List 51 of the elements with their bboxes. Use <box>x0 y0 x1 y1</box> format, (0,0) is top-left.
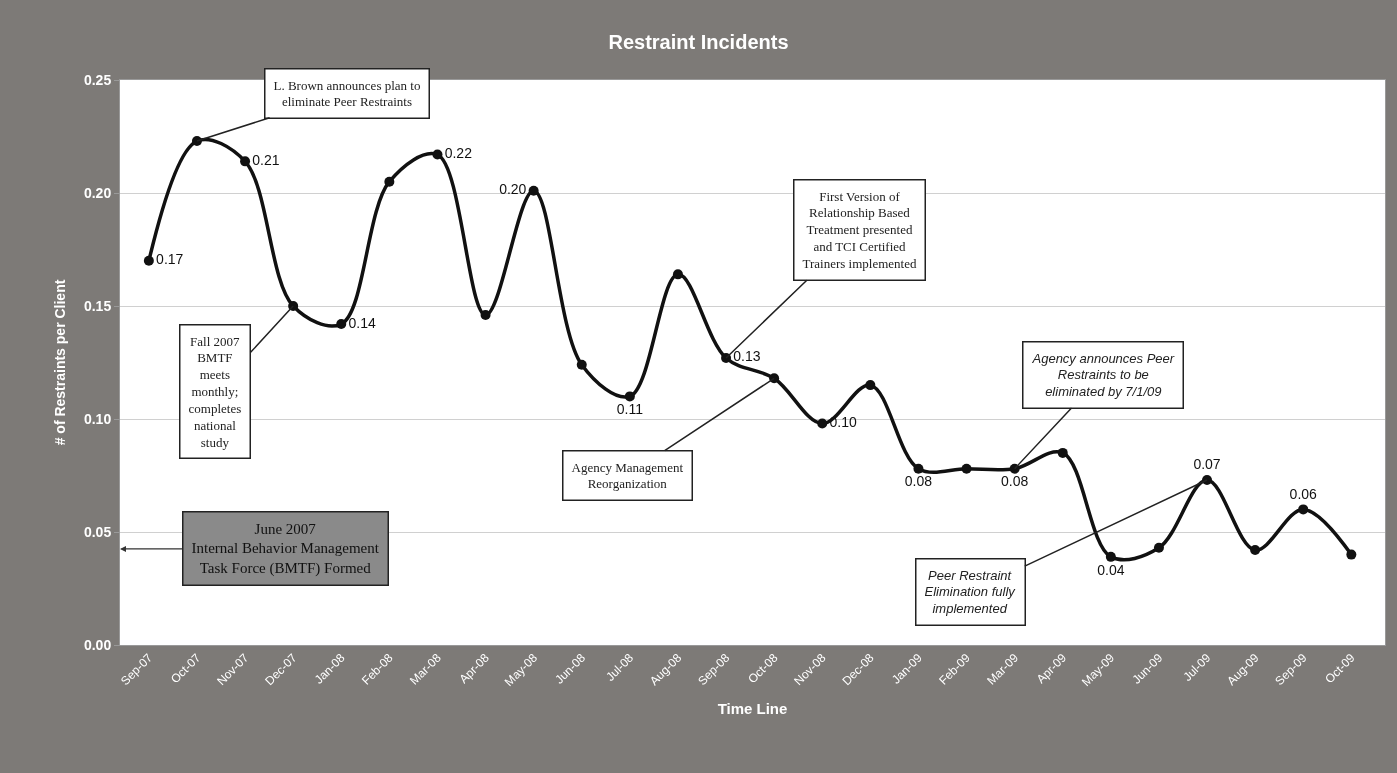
point <box>721 352 732 363</box>
annotation: Agency announces Peer Restraints to be eliminated by 7/1/09 <box>1031 350 1175 400</box>
point <box>1105 551 1116 562</box>
point <box>143 255 154 266</box>
point <box>432 149 443 160</box>
point <box>1250 545 1261 556</box>
y-axis-title: # of Restraints per Client <box>51 279 68 446</box>
point <box>240 156 251 167</box>
point <box>336 319 347 330</box>
annotation: Fall 2007 BMTF meets monthly; completes national study <box>188 333 242 450</box>
point <box>961 463 972 474</box>
point <box>913 463 924 474</box>
data-label: 0.17 <box>156 251 184 268</box>
y-tick-label: 0.00 <box>83 636 112 653</box>
data-label: 0.20 <box>499 181 527 198</box>
point <box>480 310 491 321</box>
data-label: 0.07 <box>1193 456 1221 473</box>
annotation: First Version of Relationship Based Treatment presented and TCI Certified Trainers implemented <box>802 188 917 272</box>
data-label: 0.06 <box>1289 485 1318 502</box>
point <box>1057 447 1068 458</box>
point <box>769 373 780 384</box>
annotation: L. Brown announces plan to eliminate Peer Restraints <box>273 77 421 110</box>
chart-title: Restraint Incidents <box>608 30 789 53</box>
annotation: Peer Restraint Elimination fully implemented <box>924 567 1017 617</box>
y-tick-label: 0.20 <box>83 184 112 201</box>
data-label: 0.08 <box>904 473 933 490</box>
point <box>576 359 587 370</box>
point <box>1298 504 1309 515</box>
data-label: 0.13 <box>733 348 761 365</box>
data-label: 0.08 <box>1001 473 1029 490</box>
point <box>1346 549 1357 560</box>
point <box>817 418 828 429</box>
data-label: 0.04 <box>1097 561 1125 578</box>
annotation: June 2007 Internal Behavior Management Task Force (BMTF) Formed <box>191 520 380 577</box>
data-label: 0.14 <box>348 314 376 331</box>
annotation: Agency Management Reorganization <box>571 459 684 492</box>
point <box>384 176 395 187</box>
x-axis-title: Time Line <box>717 700 788 718</box>
y-tick-label: 0.15 <box>83 297 112 314</box>
y-tick-label: 0.05 <box>83 523 112 540</box>
point <box>288 301 299 311</box>
point <box>672 269 683 280</box>
data-label: 0.22 <box>444 145 473 162</box>
point <box>1153 542 1164 553</box>
y-tick-label: 0.10 <box>83 410 112 427</box>
point <box>865 380 876 391</box>
data-label: 0.21 <box>252 151 280 168</box>
y-tick-label: 0.25 <box>83 71 112 88</box>
data-label: 0.11 <box>616 401 644 418</box>
point <box>528 185 539 196</box>
point <box>624 391 635 402</box>
